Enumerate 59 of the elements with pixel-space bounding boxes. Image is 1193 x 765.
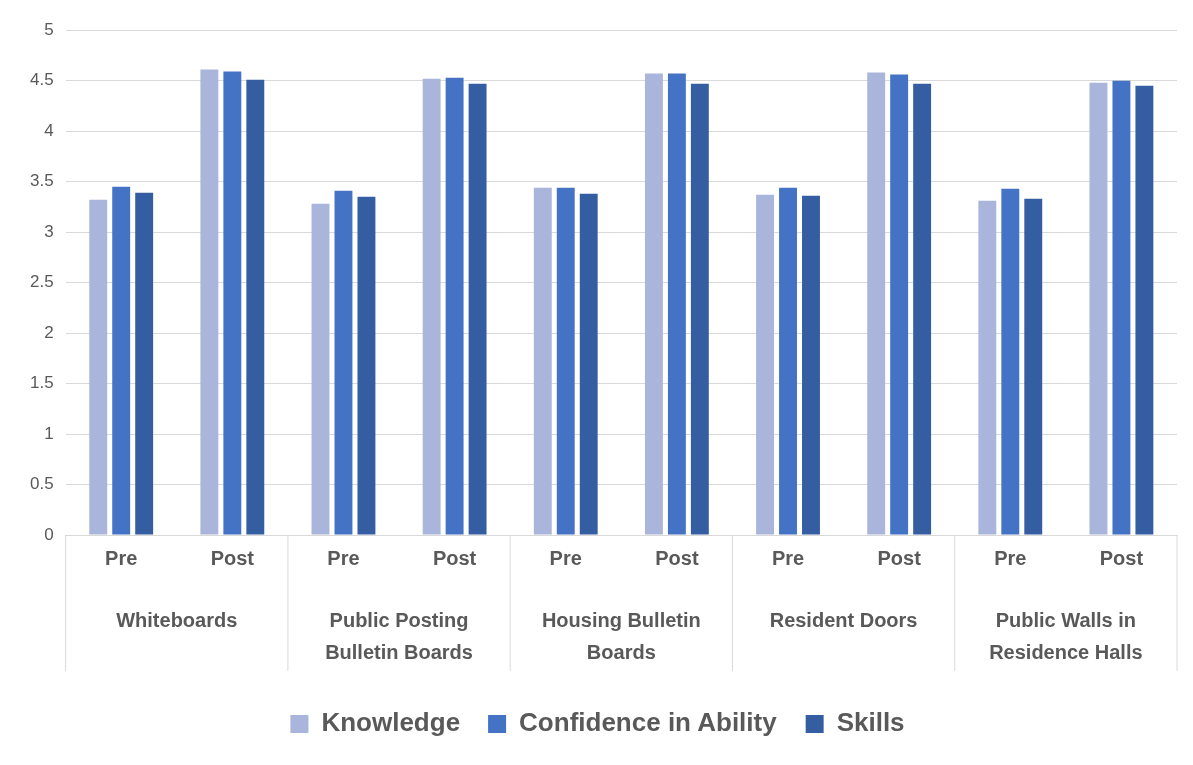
x-tick-label: Pre	[549, 546, 582, 569]
legend-label: Skills	[836, 707, 905, 738]
bar	[756, 194, 775, 535]
bar	[1024, 198, 1043, 535]
bar	[913, 83, 932, 535]
bar	[468, 83, 487, 535]
text: Public Walls in Residence Halls	[989, 608, 1143, 663]
bar	[112, 186, 131, 535]
x-tick-label: Post	[210, 546, 255, 569]
text: Housing Bulletin Boards	[541, 608, 701, 663]
bar	[779, 187, 797, 535]
x-tick-label: Pre	[771, 546, 805, 569]
x-tick-label: Post	[432, 546, 477, 569]
bar	[667, 73, 686, 535]
x-tick-label: Post	[877, 546, 922, 569]
text: Public Posting Bulletin Boards	[325, 608, 473, 663]
y-tick-label: 0.5	[29, 474, 54, 494]
legend-label: Confidence in Ability	[519, 707, 778, 738]
bar	[334, 190, 353, 535]
bar	[422, 78, 441, 535]
bar	[223, 71, 242, 535]
bar	[978, 200, 997, 535]
text: Whiteboards	[116, 608, 238, 631]
y-tick-label: 3	[44, 221, 54, 241]
x-tick-label: Pre	[994, 546, 1027, 569]
bar	[89, 199, 108, 535]
x-tick-label: Pre	[105, 546, 138, 569]
y-tick-label: 5	[44, 19, 54, 39]
y-tick-label: 2.5	[29, 272, 54, 292]
y-tick-label: 0	[44, 524, 54, 544]
y-tick-label: 4.5	[29, 70, 54, 90]
text: Resident Doors	[769, 608, 918, 631]
bar	[533, 187, 552, 535]
bar	[135, 192, 154, 535]
legend-label: Knowledge	[321, 707, 461, 738]
x-tick-label: Post	[655, 546, 699, 569]
bar	[690, 83, 709, 535]
bar	[445, 77, 464, 535]
bar	[1112, 80, 1131, 535]
x-tick-label: Post	[1099, 546, 1144, 569]
y-tick-label: 4	[44, 120, 54, 140]
bar	[556, 187, 575, 535]
bar	[1089, 82, 1108, 535]
y-tick-label: 1	[44, 423, 54, 443]
bar	[802, 195, 820, 535]
bar	[890, 74, 909, 535]
bar	[1135, 85, 1154, 535]
y-tick-label: 3.5	[29, 171, 54, 191]
bar	[357, 196, 376, 535]
bar	[579, 193, 598, 535]
bar	[246, 79, 265, 535]
y-tick-label: 2	[44, 322, 54, 342]
x-tick-label: Pre	[327, 546, 360, 569]
bar	[200, 69, 219, 535]
y-tick-label: 1.5	[29, 373, 54, 393]
bar	[867, 72, 886, 535]
bar	[311, 203, 330, 535]
bar	[644, 73, 663, 535]
bar	[1001, 188, 1020, 535]
